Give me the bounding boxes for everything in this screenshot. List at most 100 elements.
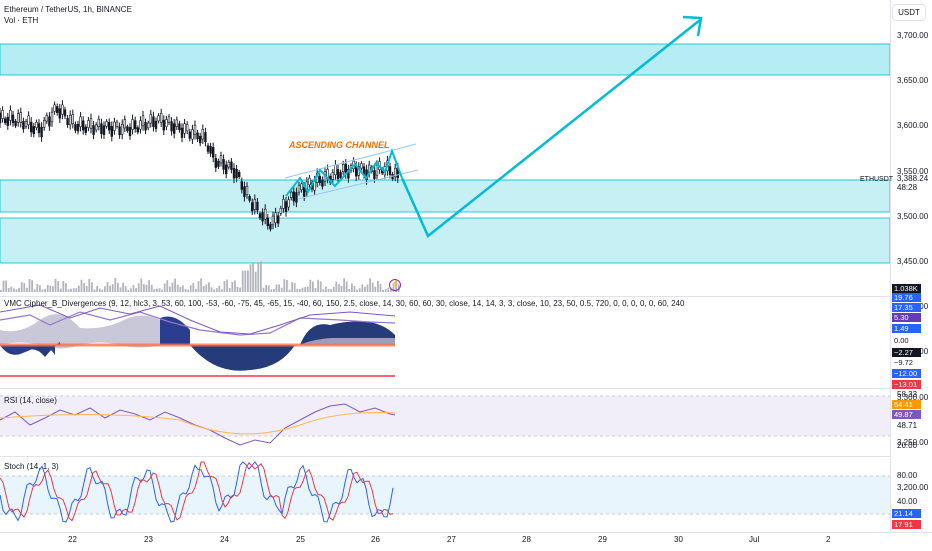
supply-zone[interactable]	[0, 43, 890, 76]
cipher-title[interactable]: VMC Cipher_B_Divergences (9, 12, hlc3, 3…	[4, 299, 684, 308]
volume-bar	[221, 289, 223, 292]
volume-bar	[114, 278, 117, 292]
volume-bar	[104, 286, 106, 292]
volume-bar	[182, 285, 184, 292]
candle-body	[95, 124, 98, 131]
volume-bar	[83, 283, 85, 292]
candle-body	[71, 114, 75, 125]
rsi-title[interactable]: RSI (14, close)	[4, 396, 57, 405]
volume-bar	[257, 261, 260, 292]
rsi-level: 48.71	[897, 421, 918, 430]
stoch-value-tag: 21.14	[892, 509, 921, 518]
candle-body	[154, 120, 158, 129]
price-tick: 3,550.00	[897, 166, 929, 176]
volume-bar	[148, 280, 150, 292]
chart-area[interactable]: Ethereum / TetherUS, 1h, BINANCE Vol · E…	[0, 0, 890, 532]
volume-bar	[75, 288, 78, 292]
candle-body	[22, 121, 25, 130]
projection-arrow-head[interactable]	[682, 15, 703, 37]
channel-lower-line[interactable]	[297, 169, 419, 200]
volume-bar	[226, 279, 228, 292]
candle-body	[214, 158, 217, 168]
volume-bar	[119, 287, 122, 292]
volume-bar	[31, 280, 33, 292]
rsi-value-tag: 54.41	[892, 400, 921, 409]
volume-bar	[335, 281, 338, 292]
volume-bar	[101, 289, 104, 292]
volume-bar	[23, 282, 26, 292]
channel-upper-line[interactable]	[284, 143, 417, 179]
time-label: 26	[371, 535, 380, 544]
volume-bar	[2, 280, 5, 292]
volume-bar	[44, 288, 46, 292]
candle-body	[144, 122, 147, 131]
candle-body	[308, 177, 311, 185]
volume-bar	[247, 270, 249, 292]
candle-body	[108, 121, 111, 131]
volume-bar	[364, 286, 366, 292]
time-label: 23	[144, 535, 153, 544]
price-scale[interactable]	[890, 0, 932, 532]
cipher-value-tag: 0.00	[894, 336, 909, 345]
candle-body	[19, 112, 22, 123]
channel-zigzag[interactable]	[285, 147, 403, 197]
volume-bar	[52, 286, 54, 292]
candle-body	[186, 124, 189, 132]
rsi-ma-line	[0, 412, 396, 435]
volume-bar	[15, 289, 18, 292]
volume-bar	[299, 289, 301, 292]
volume-bar	[228, 288, 231, 292]
chart-canvas[interactable]	[0, 0, 890, 532]
volume-bar	[377, 280, 379, 292]
pane-separator[interactable]	[0, 296, 890, 297]
candle-body	[188, 131, 191, 139]
candle-body	[336, 169, 340, 179]
lightning-icon[interactable]: ⚡	[389, 279, 401, 291]
volume-bar	[20, 282, 23, 292]
projection-arrow-line[interactable]	[400, 19, 701, 238]
volume-bar	[340, 285, 343, 292]
candle-body	[243, 186, 246, 197]
time-scale[interactable]	[0, 532, 932, 551]
candle-body	[217, 160, 220, 167]
volume-bar	[158, 288, 161, 292]
demand-zone-lower[interactable]	[0, 217, 890, 264]
cipher-value-tag: −13.01	[892, 380, 921, 389]
candle-body	[131, 119, 134, 130]
channel-label[interactable]: ASCENDING CHANNEL	[289, 140, 390, 150]
candle-body	[123, 119, 127, 129]
candle-body	[136, 127, 139, 133]
demand-zone-upper[interactable]	[0, 179, 890, 213]
volume-bar	[166, 280, 169, 292]
pane-separator[interactable]	[0, 388, 890, 389]
volume-label[interactable]: Vol · ETH	[4, 16, 39, 25]
volume-bar	[117, 282, 119, 292]
candle-body	[0, 112, 2, 124]
candle-body	[170, 121, 173, 132]
price-tick: 3,450.00	[897, 257, 929, 266]
volume-bar	[208, 282, 210, 292]
volume-bar	[189, 285, 192, 292]
candle-body	[45, 115, 49, 122]
currency-button[interactable]: USDT	[892, 4, 926, 21]
candle-body	[79, 116, 82, 127]
volume-bar	[195, 288, 197, 292]
volume-bar	[304, 287, 306, 292]
stoch-title[interactable]: Stoch (14, 1, 3)	[4, 462, 59, 471]
volume-bar	[192, 282, 195, 292]
volume-bar	[41, 289, 44, 292]
stoch-level: 40.00	[897, 497, 918, 506]
symbol-title[interactable]: Ethereum / TetherUS, 1h, BINANCE	[4, 5, 132, 14]
candle-body	[121, 123, 124, 135]
volume-bar	[210, 287, 213, 292]
cipher-value-tag: 19.76	[892, 293, 921, 302]
rsi-level: 20.00	[897, 441, 918, 450]
candle-body	[74, 124, 77, 131]
candle-body	[375, 164, 379, 176]
pane-separator[interactable]	[0, 456, 890, 457]
candle-body	[235, 168, 238, 179]
volume-bar	[270, 289, 273, 292]
volume-bar	[171, 282, 174, 292]
volume-bar	[187, 289, 189, 292]
candle-body	[35, 121, 38, 128]
